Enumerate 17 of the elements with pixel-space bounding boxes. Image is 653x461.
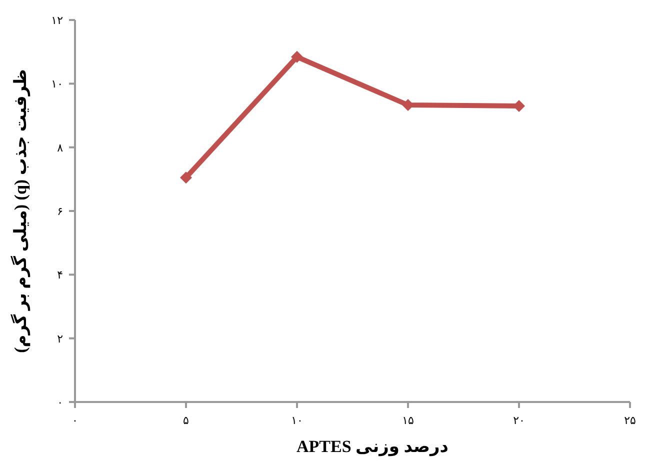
y-tick-label: ۲	[57, 333, 64, 346]
y-tick-label: ۱۰	[51, 78, 63, 91]
y-tick-label: ۱۲	[51, 15, 64, 27]
x-tick-label: ۰	[72, 415, 78, 427]
point	[291, 50, 303, 63]
y-tick-label: ۸	[57, 142, 64, 154]
y-tick-label: ۴	[57, 270, 64, 282]
x-tick-label: ۱۰	[291, 415, 303, 427]
y-axis-title: ظرفیت جذب (q) (میلی گرم بر گرم)	[10, 69, 31, 353]
x-axis-title: درصد وزنی APTES	[296, 437, 449, 457]
y-tick-label: ۶	[57, 206, 63, 218]
x-tick-label: ۲۵	[624, 415, 636, 427]
x-tick-label: ۲۰	[513, 415, 525, 427]
point	[180, 172, 192, 184]
y-tick-label: ۰	[57, 397, 63, 409]
x-tick-label: ۱۵	[402, 415, 414, 427]
x-tick-label: ۵	[183, 415, 190, 427]
